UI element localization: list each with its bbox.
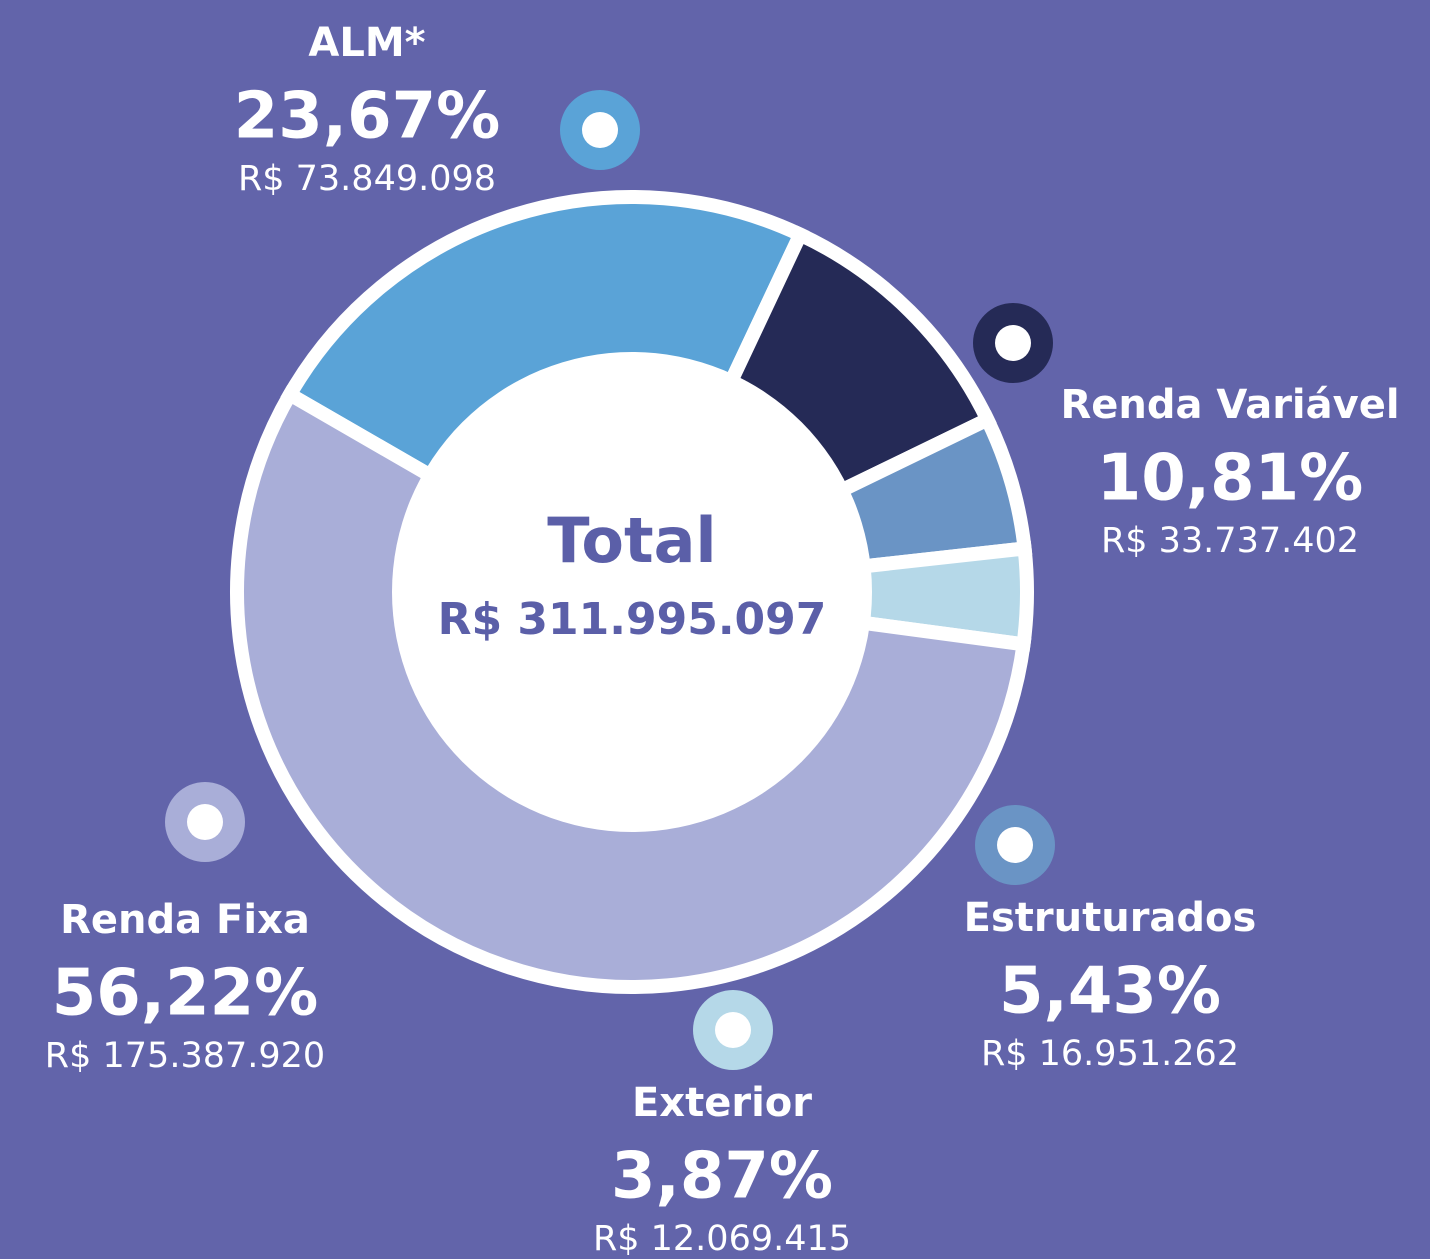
amount-label: R$ 33.737.402	[1101, 521, 1359, 561]
amount-label: R$ 175.387.920	[45, 1036, 325, 1076]
amount-label: R$ 73.849.098	[238, 159, 496, 199]
percent-label: 10,81%	[1097, 442, 1364, 516]
legend-dot-center	[187, 804, 223, 840]
center-title: Total	[547, 504, 716, 577]
percent-label: 5,43%	[999, 955, 1221, 1029]
category-label: Renda Fixa	[60, 897, 310, 943]
amount-label: R$ 12.069.415	[593, 1219, 851, 1259]
category-label: Renda Variável	[1060, 382, 1399, 428]
legend-dot-center	[997, 827, 1033, 863]
percent-label: 56,22%	[52, 957, 319, 1031]
legend-dot-center	[582, 112, 618, 148]
category-label: ALM*	[308, 20, 425, 66]
category-label: Exterior	[632, 1080, 812, 1126]
category-label: Estruturados	[964, 895, 1257, 941]
amount-label: R$ 16.951.262	[981, 1034, 1239, 1074]
center-value: R$ 311.995.097	[438, 594, 827, 645]
percent-label: 3,87%	[611, 1140, 833, 1214]
legend-dot-center	[995, 325, 1031, 361]
legend-dot-center	[715, 1012, 751, 1048]
donut-hole	[392, 352, 872, 832]
percent-label: 23,67%	[234, 80, 501, 154]
